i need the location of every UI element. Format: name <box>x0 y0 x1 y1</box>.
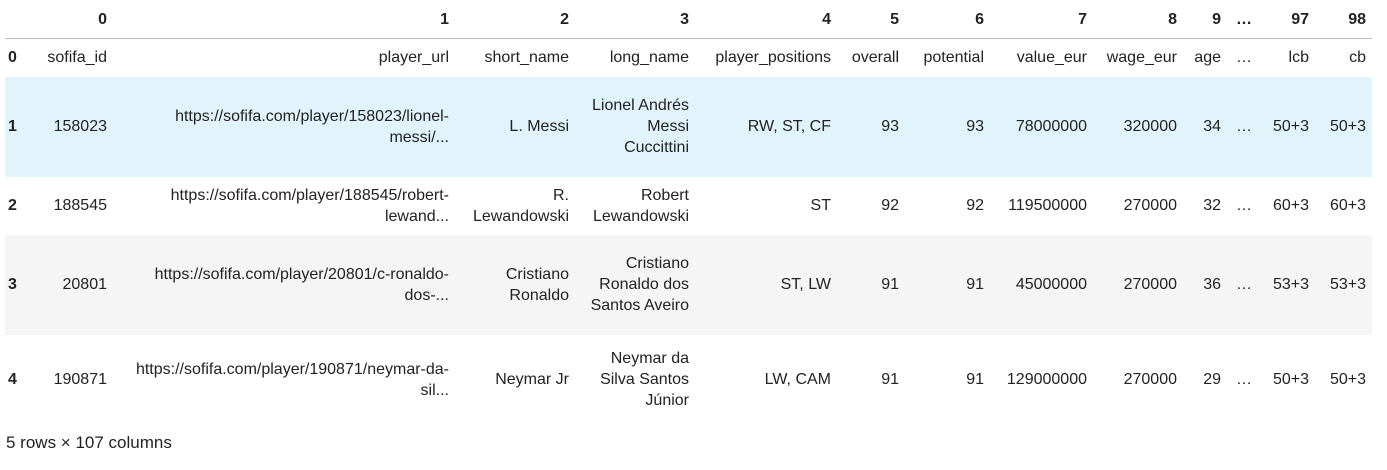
cell: 270000 <box>1123 197 1177 214</box>
cell: value_eur <box>1016 49 1087 67</box>
row-index: 2 <box>8 197 17 214</box>
cell: 91 <box>881 371 899 388</box>
cell: age <box>1194 49 1221 67</box>
cell: 188545 <box>53 197 107 214</box>
row: 0 sofifa_id player_url short_name long_name p… <box>5 39 1372 77</box>
cell: … <box>1236 371 1252 388</box>
column-header: 0 <box>30 0 113 39</box>
column-header: 1 <box>113 0 455 39</box>
cell: 91 <box>966 276 984 293</box>
cell: RW, ST, CF <box>747 118 831 135</box>
column-header: 7 <box>990 0 1093 39</box>
cell: wage_eur <box>1106 49 1177 67</box>
cell: LW, CAM <box>764 371 831 388</box>
cell: Cristiano Ronaldo <box>505 265 569 304</box>
column-header: 9 <box>1183 0 1227 39</box>
column-header: 4 <box>695 0 837 39</box>
cell: 93 <box>966 118 984 135</box>
cell: https://sofifa.com/player/158023/lionel-… <box>175 107 449 146</box>
row-index: 3 <box>8 276 17 293</box>
cell: overall <box>851 49 899 67</box>
corner <box>5 0 30 39</box>
cell: … <box>1236 276 1252 293</box>
cell: 320000 <box>1123 118 1177 135</box>
cell: Neymar Jr <box>495 371 569 388</box>
row-index: 1 <box>8 118 17 135</box>
column-header: 98 <box>1315 0 1372 39</box>
cell: Neymar da Silva Santos Júnior <box>600 350 689 409</box>
cell: potential <box>923 49 985 67</box>
footer: 5 rows × 107 columns <box>6 433 172 452</box>
row: 2 188545 https://sofifa.com/player/188545/… <box>5 177 1372 235</box>
row: 1 158023 https://sofifa.com/player/158023/… <box>5 76 1372 177</box>
cell: long_name <box>609 49 689 67</box>
cell: 20801 <box>62 276 108 293</box>
cell: Robert Lewandowski <box>592 186 689 225</box>
cell: 129000000 <box>1006 371 1087 388</box>
cell: 34 <box>1203 118 1221 135</box>
cell: lcb <box>1288 49 1309 67</box>
cell: 50+3 <box>1272 371 1309 388</box>
cell: 270000 <box>1123 276 1177 293</box>
cell: 92 <box>881 197 899 214</box>
cell: https://sofifa.com/player/20801/c-ronald… <box>154 265 449 304</box>
column-header: … <box>1227 0 1258 39</box>
cell: 53+3 <box>1272 276 1309 293</box>
cell: … <box>1236 118 1252 135</box>
cell: … <box>1236 197 1252 214</box>
header-row: 0 1 2 3 4 5 6 7 8 9… 97 98 <box>5 0 1372 39</box>
cell: 270000 <box>1123 371 1177 388</box>
cell: 78000000 <box>1015 118 1087 135</box>
cell: 50+3 <box>1329 118 1366 135</box>
cell: 92 <box>966 197 984 214</box>
row-index: 4 <box>8 371 17 388</box>
column-header: 2 <box>455 0 575 39</box>
cell: player_url <box>378 49 449 67</box>
cell: 119500000 <box>1008 197 1087 214</box>
dataframe: 0 1 2 3 4 5 6 7 8 9… 97 98 0 sofifa_id player_url shor… <box>5 0 1372 425</box>
row-index: 0 <box>8 49 17 67</box>
row: 3 20801 https://sofifa.com/player/20801/c-… <box>5 234 1372 335</box>
cell: L. Messi <box>509 118 569 135</box>
cell: ST, LW <box>780 276 831 293</box>
column-header: 8 <box>1093 0 1183 39</box>
cell: ST <box>810 197 831 214</box>
cell: 50+3 <box>1329 371 1366 388</box>
cell: 190871 <box>53 371 107 388</box>
column-header: 5 <box>837 0 905 39</box>
cell: https://sofifa.com/player/188545/robert-… <box>170 186 449 225</box>
cell: 45000000 <box>1015 276 1087 293</box>
cell: 32 <box>1203 197 1221 214</box>
column-header: 97 <box>1258 0 1315 39</box>
cell: 60+3 <box>1329 197 1366 214</box>
cell: 29 <box>1203 371 1221 388</box>
cell: 50+3 <box>1272 118 1309 135</box>
cell: 91 <box>966 371 984 388</box>
cell: Lionel Andrés Messi Cuccittini <box>592 97 689 156</box>
cell: 93 <box>881 118 899 135</box>
cell: R. Lewandowski <box>472 186 569 225</box>
row: 4 190871 https://sofifa.com/player/190871/… <box>5 335 1372 425</box>
cell: 158023 <box>53 118 107 135</box>
cell: 53+3 <box>1329 276 1366 293</box>
cell: https://sofifa.com/player/190871/neymar-… <box>135 360 449 399</box>
cell: cb <box>1349 49 1366 67</box>
cell: 60+3 <box>1272 197 1309 214</box>
cell: sofifa_id <box>47 49 107 67</box>
cell: player_positions <box>715 49 831 67</box>
cell: Cristiano Ronaldo dos Santos Aveiro <box>590 255 689 314</box>
cell: short_name <box>484 49 570 67</box>
cell: 36 <box>1203 276 1221 293</box>
column-header: 6 <box>905 0 990 39</box>
cell: 91 <box>881 276 899 293</box>
column-header: 3 <box>575 0 695 39</box>
cell: … <box>1236 49 1252 67</box>
